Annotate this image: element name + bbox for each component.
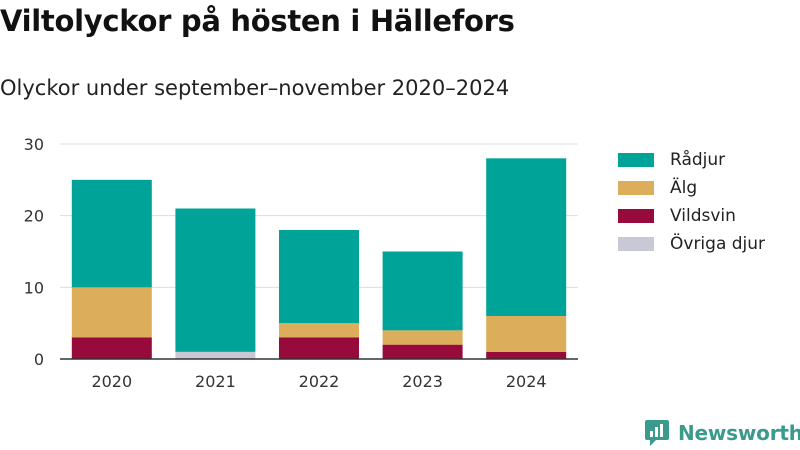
bar-2023-alg [382,330,463,345]
chart-title: Viltolyckor på hösten i Hällefors [0,4,515,38]
y-tick-label: 0 [34,350,44,369]
x-tick-label: 2021 [195,372,236,391]
bar-2020-radjur [71,179,152,288]
bar-2022-alg [279,323,359,338]
legend-swatch-alg [618,181,654,195]
x-tick-label: 2023 [402,372,443,391]
y-tick-label: 10 [24,278,44,297]
legend-label-radjur: Rådjur [670,150,726,170]
bar-2023-radjur [382,251,463,331]
legend-item-alg: Älg [618,174,765,202]
legend: Rådjur Älg Vildsvin Övriga djur [618,146,765,258]
legend-swatch-ovriga-djur [618,237,654,251]
legend-item-vildsvin: Vildsvin [618,202,765,230]
y-tick-label: 30 [24,135,44,154]
bar-2020-vildsvin [71,337,152,359]
x-tick-label: 2020 [91,372,132,391]
y-tick-label: 20 [24,207,44,226]
bar-2022-vildsvin [279,337,359,359]
chart-subtitle: Olyckor under september–november 2020–20… [0,76,510,100]
legend-label-alg: Älg [670,178,698,198]
bar-2021-radjur [175,208,256,352]
bar-2023-vildsvin [382,344,463,359]
legend-item-ovriga-djur: Övriga djur [618,230,765,258]
legend-swatch-radjur [618,153,654,167]
bar-2024-radjur [486,158,567,316]
bar-2024-vildsvin [486,351,567,359]
legend-item-radjur: Rådjur [618,146,765,174]
brand-logo: Newsworthy [644,419,800,447]
bar-2021-ovriga-djur [175,351,256,359]
legend-label-vildsvin: Vildsvin [670,206,736,226]
legend-label-ovriga-djur: Övriga djur [670,234,766,254]
x-tick-label: 2024 [506,372,547,391]
bar-2022-radjur [279,230,359,324]
bar-2024-alg [486,316,567,352]
newsworthy-logo-icon [645,420,669,446]
legend-swatch-vildsvin [618,209,654,223]
brand-name: Newsworthy [678,421,800,445]
x-tick-label: 2022 [299,372,340,391]
bar-2020-alg [71,287,152,338]
